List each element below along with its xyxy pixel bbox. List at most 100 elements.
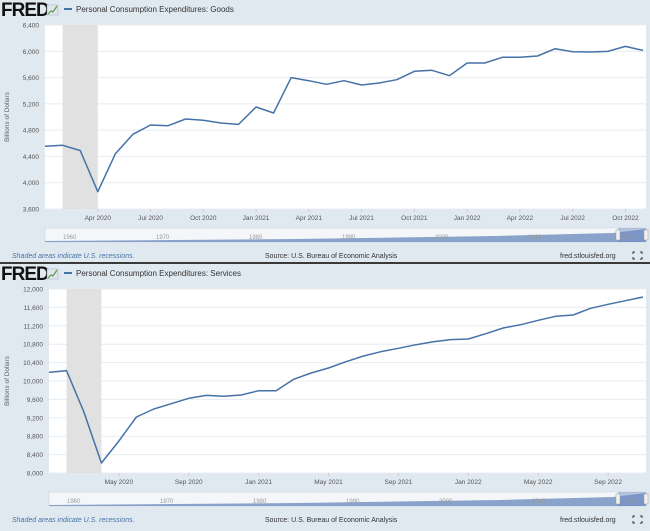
data-point[interactable]: [325, 364, 333, 372]
data-point[interactable]: [551, 45, 559, 53]
data-point[interactable]: [97, 459, 105, 467]
data-point[interactable]: [358, 81, 366, 89]
fullscreen-icon[interactable]: [632, 251, 643, 260]
data-point[interactable]: [272, 387, 280, 395]
data-point[interactable]: [410, 67, 418, 75]
data-point[interactable]: [622, 297, 630, 305]
data-point[interactable]: [111, 150, 119, 158]
data-point[interactable]: [182, 115, 190, 123]
data-point[interactable]: [359, 352, 367, 360]
data-point[interactable]: [639, 46, 647, 54]
navigator-handle-left[interactable]: [615, 493, 621, 505]
recession-note: Shaded areas indicate U.S. recessions.: [12, 517, 135, 524]
data-point[interactable]: [604, 47, 612, 55]
data-point[interactable]: [498, 53, 506, 61]
data-point[interactable]: [499, 324, 507, 332]
recession-note: Shaded areas indicate U.S. recessions.: [12, 253, 135, 260]
data-point[interactable]: [45, 368, 53, 376]
data-point[interactable]: [41, 142, 49, 150]
data-point[interactable]: [305, 77, 313, 85]
data-point[interactable]: [482, 330, 490, 338]
data-point[interactable]: [393, 76, 401, 84]
data-point[interactable]: [463, 59, 471, 67]
data-point[interactable]: [287, 74, 295, 82]
data-point[interactable]: [234, 120, 242, 128]
navigator-handle-right[interactable]: [643, 493, 649, 505]
data-point[interactable]: [129, 130, 137, 138]
range-navigator[interactable]: 1960 1970 1980 1990 2000 2010 2020: [44, 227, 649, 243]
y-tick-label: 5,600: [23, 75, 40, 82]
data-point[interactable]: [185, 394, 193, 402]
data-point[interactable]: [150, 405, 158, 413]
data-point[interactable]: [342, 358, 350, 366]
data-point[interactable]: [237, 391, 245, 399]
fred-logo[interactable]: FRED: [1, 0, 50, 21]
data-point[interactable]: [252, 103, 260, 111]
data-point[interactable]: [255, 387, 263, 395]
data-point[interactable]: [552, 312, 560, 320]
data-point[interactable]: [569, 48, 577, 56]
site-link-text[interactable]: fred.stlouisfed.org: [560, 517, 616, 524]
data-point[interactable]: [307, 369, 315, 377]
fullscreen-icon[interactable]: [632, 515, 643, 524]
navigator-selection[interactable]: [618, 228, 646, 242]
fullscreen-icon-corner: [640, 515, 643, 518]
data-point[interactable]: [375, 79, 383, 87]
data-point[interactable]: [115, 437, 123, 445]
data-point[interactable]: [534, 316, 542, 324]
data-point[interactable]: [639, 293, 647, 301]
data-point[interactable]: [202, 391, 210, 399]
data-point[interactable]: [586, 48, 594, 56]
x-tick-label: Apr 2022: [507, 215, 534, 222]
fullscreen-icon-corner: [640, 521, 643, 524]
data-point[interactable]: [428, 66, 436, 74]
data-point[interactable]: [394, 344, 402, 352]
data-point[interactable]: [569, 311, 577, 319]
data-point[interactable]: [220, 392, 228, 400]
fred-logo[interactable]: FRED: [1, 264, 50, 285]
data-point[interactable]: [290, 375, 298, 383]
data-point[interactable]: [340, 77, 348, 85]
data-point[interactable]: [516, 53, 524, 61]
y-tick-label: 10,000: [23, 379, 43, 386]
data-point[interactable]: [604, 300, 612, 308]
navigator-handle-right[interactable]: [643, 229, 649, 241]
data-point[interactable]: [167, 400, 175, 408]
data-point[interactable]: [132, 413, 140, 421]
fred-logo-graph-icon: [46, 4, 59, 16]
data-point[interactable]: [76, 147, 84, 155]
data-point[interactable]: [322, 80, 330, 88]
data-point[interactable]: [199, 116, 207, 124]
data-point[interactable]: [587, 304, 595, 312]
data-point[interactable]: [80, 408, 88, 416]
fullscreen-icon-corner: [632, 515, 635, 518]
x-tick-label: Jul 2021: [349, 215, 374, 222]
data-point[interactable]: [481, 59, 489, 67]
data-point[interactable]: [429, 338, 437, 346]
data-point[interactable]: [59, 141, 67, 149]
range-navigator[interactable]: 1960 1970 1980 1990 2000 2010 2020: [48, 491, 649, 507]
data-point[interactable]: [147, 121, 155, 129]
data-point[interactable]: [533, 52, 541, 60]
navigator-handle-left[interactable]: [615, 229, 621, 241]
fred-site-link[interactable]: fred.stlouisfed.org: [560, 253, 616, 260]
data-point[interactable]: [217, 119, 225, 127]
y-tick-label: 12,000: [23, 287, 43, 294]
data-point[interactable]: [464, 335, 472, 343]
data-point[interactable]: [447, 336, 455, 344]
data-point[interactable]: [621, 42, 629, 50]
navigator-selection[interactable]: [618, 492, 646, 506]
data-point[interactable]: [517, 321, 525, 329]
data-point[interactable]: [377, 348, 385, 356]
data-point[interactable]: [412, 341, 420, 349]
data-point[interactable]: [94, 188, 102, 196]
data-point[interactable]: [446, 72, 454, 80]
data-point[interactable]: [164, 122, 172, 130]
data-point[interactable]: [270, 109, 278, 117]
navigator-year-label: 1970: [156, 235, 170, 241]
site-link-text[interactable]: fred.stlouisfed.org: [560, 253, 616, 260]
data-point[interactable]: [62, 367, 70, 375]
x-tick-label: Jul 2020: [138, 215, 163, 222]
fred-site-link[interactable]: fred.stlouisfed.org: [560, 517, 616, 524]
panel-divider: [0, 262, 650, 264]
